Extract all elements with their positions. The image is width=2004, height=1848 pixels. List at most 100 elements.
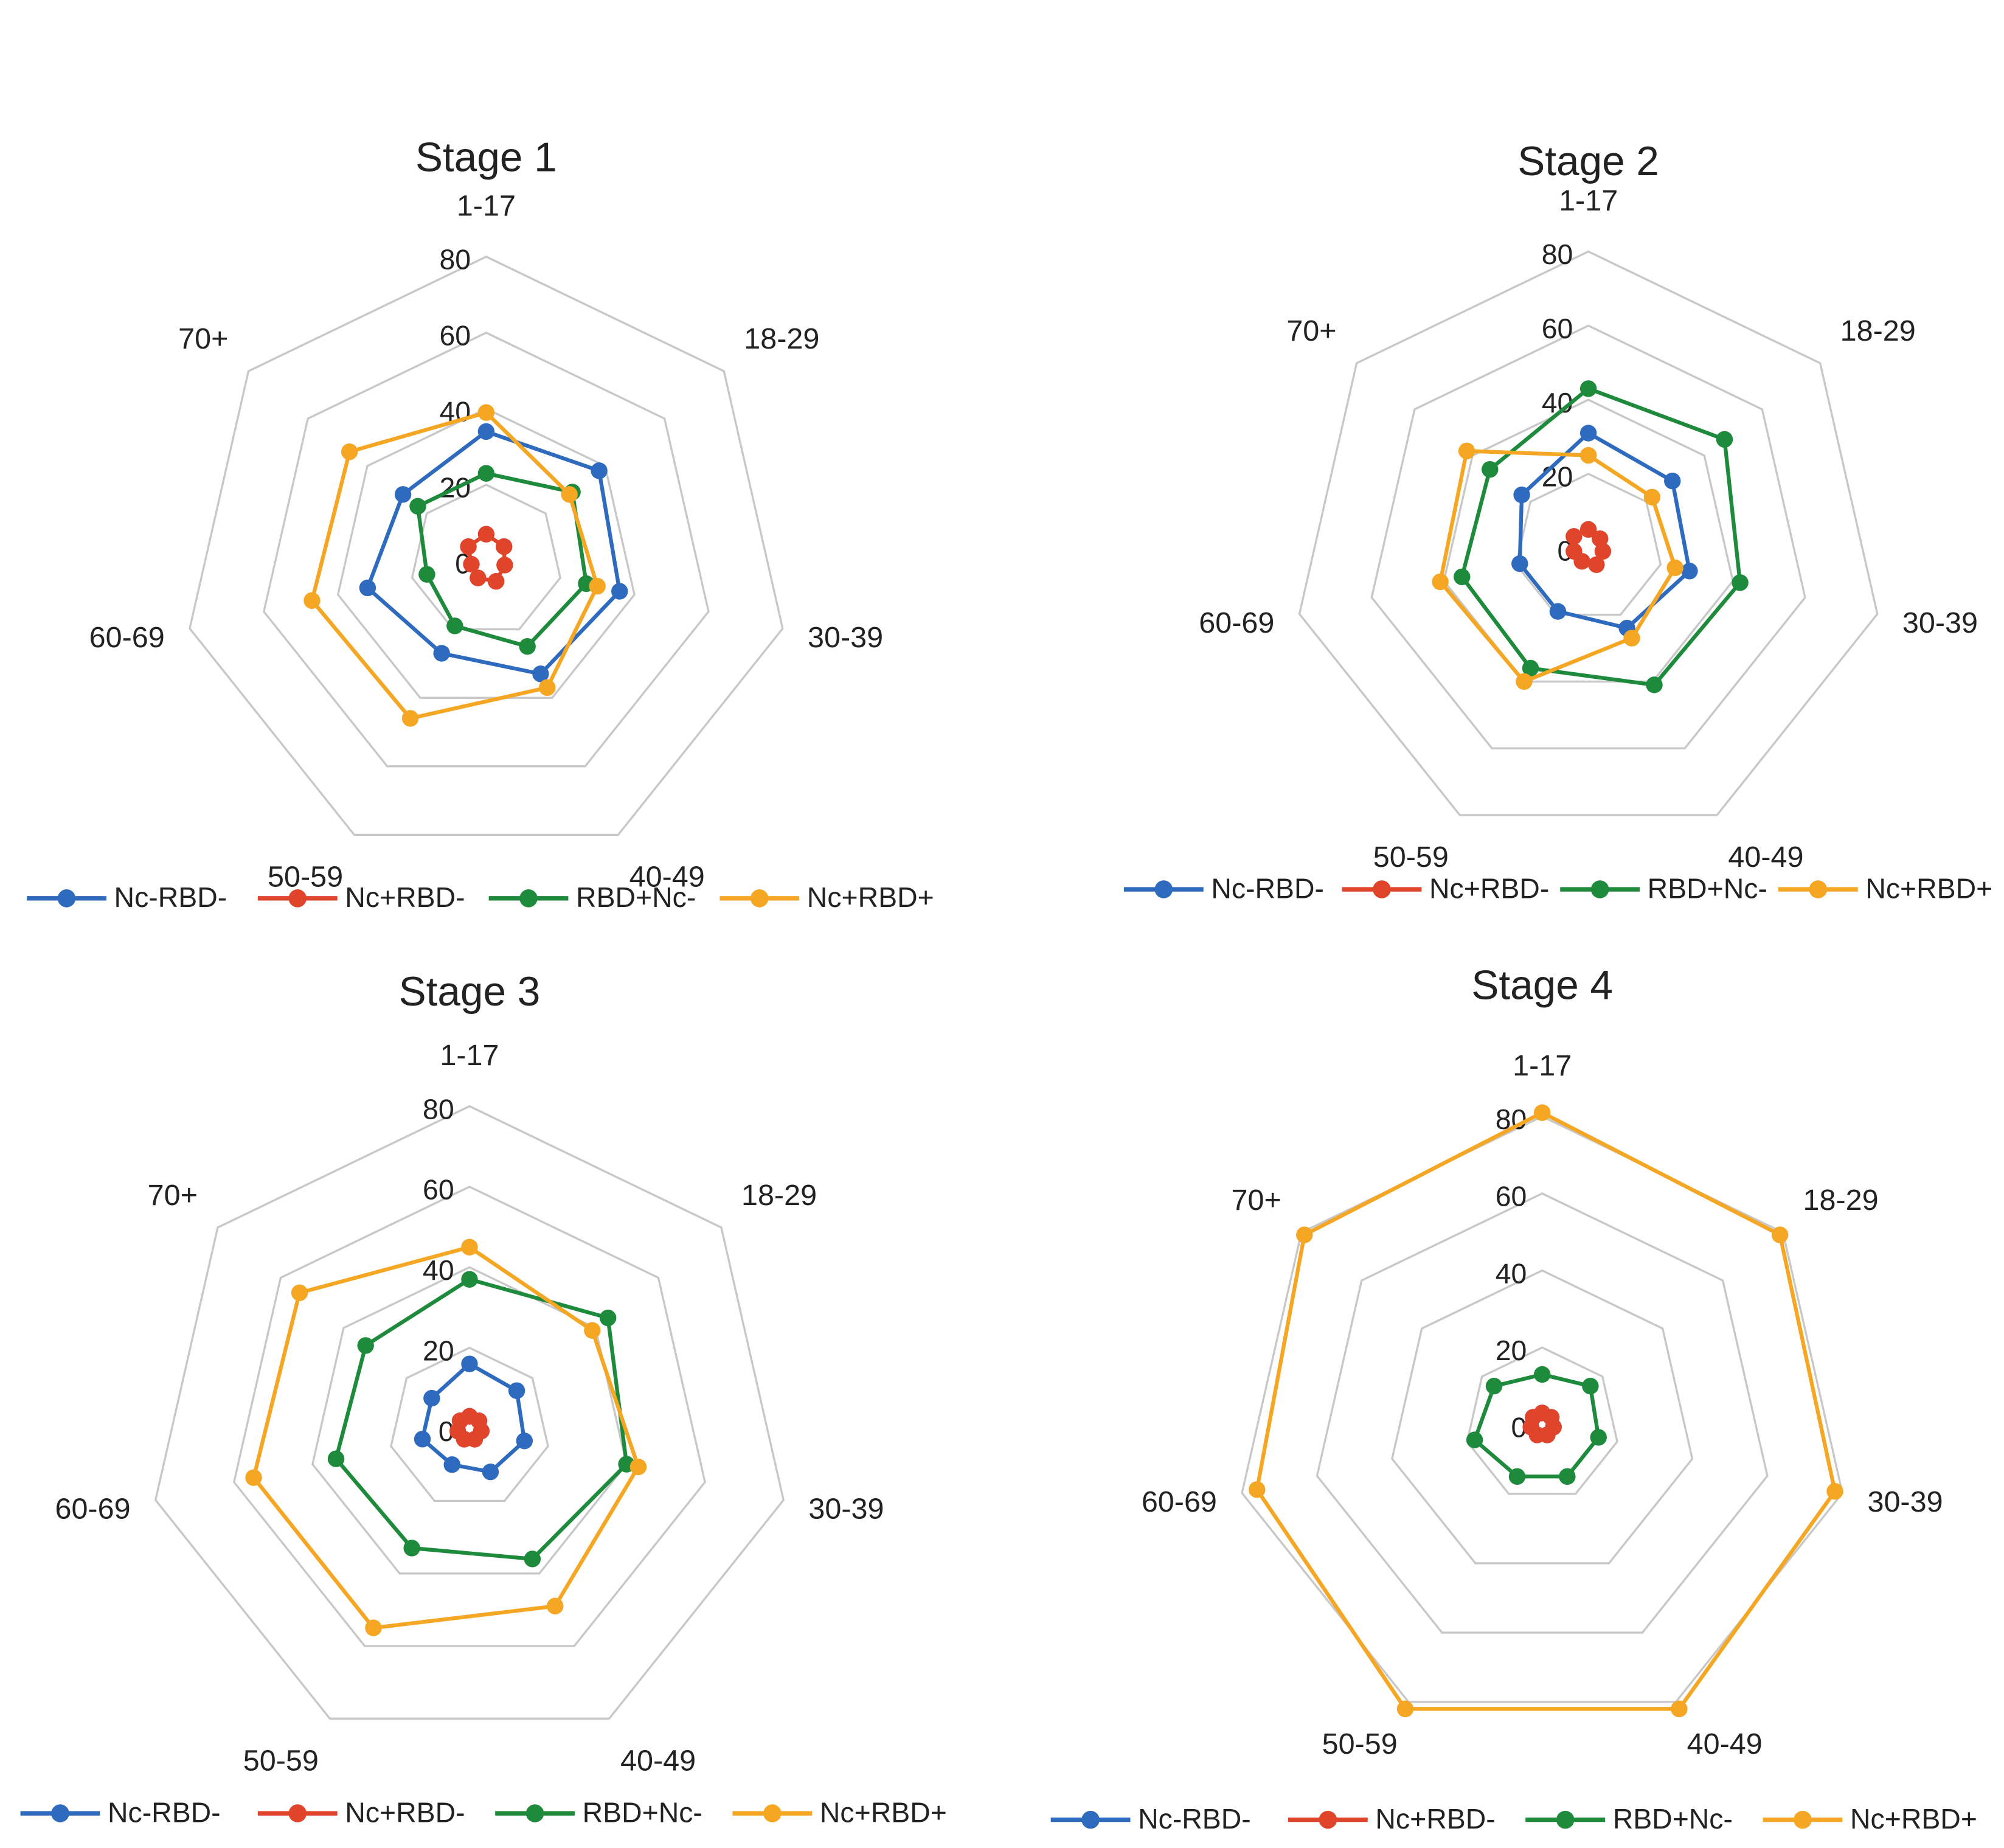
data-point — [327, 1450, 345, 1467]
data-point — [1516, 673, 1533, 690]
data-point — [1296, 1226, 1313, 1243]
data-point — [1579, 380, 1597, 397]
r-tick-label: 80 — [1542, 238, 1573, 270]
data-point — [1513, 486, 1530, 504]
category-label: 70+ — [148, 1179, 198, 1212]
data-point — [477, 423, 495, 440]
data-point — [1533, 1366, 1551, 1383]
grid-ring — [1515, 473, 1662, 616]
legend-label: RBD+Nc- — [1613, 1803, 1733, 1835]
category-label: 1-17 — [440, 1039, 499, 1072]
grid-ring — [262, 332, 710, 768]
r-tick-label: 60 — [439, 320, 471, 352]
category-label: 70+ — [1286, 314, 1336, 347]
category-label: 1-17 — [1559, 184, 1618, 217]
grid-ring — [154, 1105, 785, 1720]
data-point — [433, 645, 450, 662]
legend-label: Nc-RBD- — [114, 881, 227, 913]
category-label: 18-29 — [741, 1179, 817, 1212]
r-tick-label: 20 — [1542, 461, 1573, 493]
r-tick-label: 60 — [1496, 1181, 1527, 1212]
data-point — [357, 1337, 374, 1354]
data-point — [482, 1463, 499, 1481]
legend-label: RBD+Nc- — [576, 881, 696, 913]
category-label: 50-59 — [1322, 1728, 1398, 1760]
r-tick-label: 40 — [1496, 1257, 1527, 1289]
data-point — [496, 557, 513, 574]
legend-label: Nc-RBD- — [108, 1796, 221, 1828]
data-point — [1664, 472, 1681, 490]
data-point — [1643, 488, 1661, 506]
data-point — [1646, 676, 1663, 693]
data-point — [460, 538, 477, 555]
data-point — [1432, 573, 1449, 591]
data-point — [423, 1389, 440, 1407]
data-point — [532, 665, 549, 683]
grid-ring — [1370, 324, 1806, 749]
legend-marker — [1081, 1810, 1100, 1829]
grid-ring — [232, 1186, 706, 1647]
data-point — [1579, 521, 1597, 538]
data-point — [1481, 460, 1499, 478]
legend-label: Nc+RBD- — [345, 1796, 465, 1828]
data-point — [1582, 1377, 1599, 1395]
data-point — [1396, 1700, 1414, 1718]
data-point — [1666, 559, 1683, 577]
data-point — [1565, 543, 1583, 560]
legend-marker — [1556, 1810, 1575, 1829]
data-point — [403, 1540, 420, 1557]
data-point — [1511, 555, 1528, 572]
series-line — [251, 1245, 640, 1630]
category-label: 60-69 — [1142, 1485, 1217, 1518]
legend-marker — [1590, 880, 1609, 898]
legend-marker — [288, 1804, 307, 1822]
legend-label: Nc+RBD+ — [1865, 872, 1992, 904]
category-label: 18-29 — [744, 322, 819, 355]
category-label: 50-59 — [268, 860, 343, 893]
series-line — [1460, 386, 1742, 687]
legend-marker — [51, 1804, 69, 1822]
category-label: 70+ — [178, 322, 228, 355]
category-label: 40-49 — [1728, 841, 1803, 874]
grid-ring — [336, 408, 636, 699]
data-point — [461, 1355, 478, 1372]
data-point — [584, 1322, 601, 1339]
legend-label: Nc+RBD+ — [807, 881, 934, 913]
data-point — [611, 583, 628, 600]
data-point — [1826, 1482, 1843, 1500]
data-point — [477, 526, 495, 543]
grid-ring — [1298, 250, 1879, 816]
data-point — [1522, 659, 1539, 677]
data-point — [1559, 1468, 1576, 1485]
legend-marker — [1319, 1810, 1337, 1829]
data-point — [341, 443, 358, 460]
legend-label: RBD+Nc- — [583, 1796, 702, 1828]
data-point — [409, 498, 426, 515]
r-tick-label: 60 — [423, 1174, 454, 1206]
category-label: 50-59 — [243, 1744, 319, 1777]
r-tick-label: 80 — [439, 244, 471, 276]
data-point — [1771, 1226, 1789, 1243]
data-point — [508, 1382, 525, 1399]
data-point — [401, 710, 419, 727]
legend-marker — [750, 889, 769, 908]
data-point — [524, 1551, 541, 1568]
series-line — [310, 410, 600, 721]
data-point — [1466, 1431, 1483, 1448]
grid-ring — [1316, 1192, 1769, 1634]
data-point — [1579, 446, 1597, 464]
category-label: 40-49 — [629, 860, 705, 893]
data-point — [359, 579, 376, 597]
grid-ring — [411, 484, 562, 631]
legend-label: Nc+RBD- — [345, 881, 465, 913]
category-label: 70+ — [1232, 1184, 1281, 1217]
category-label: 30-39 — [808, 621, 883, 654]
legend-marker — [1373, 880, 1391, 898]
chart-title: Stage 2 — [1517, 139, 1659, 184]
data-point — [1591, 530, 1609, 547]
data-point — [1588, 556, 1605, 574]
series-line — [1255, 1110, 1837, 1711]
data-point — [1594, 543, 1612, 560]
data-point — [1549, 603, 1567, 620]
